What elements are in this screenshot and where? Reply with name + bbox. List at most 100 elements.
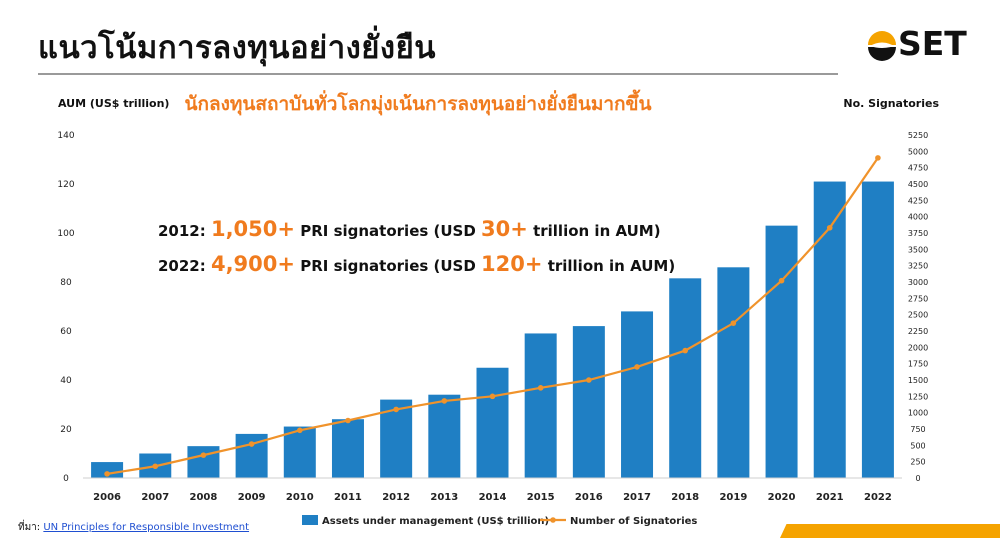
line-point (441, 398, 448, 404)
x-tick-label: 2015 (527, 492, 555, 503)
annotation-text: PRI signatories (USD (295, 257, 481, 275)
bar (572, 326, 605, 478)
x-tick-label: 2019 (719, 492, 747, 503)
right-tick-label: 2750 (908, 294, 928, 303)
x-tick-label: 2020 (768, 492, 796, 503)
legend-label-line: Number of Signatories (570, 516, 697, 527)
left-tick-label: 80 (60, 278, 72, 288)
left-tick-label: 20 (60, 425, 72, 435)
legend-label-bar: Assets under management (US$ trillion) (322, 516, 549, 527)
chart-subtitle: นักลงทุนสถาบันทั่วโลกมุ่งเน้นการลงทุนอย่… (184, 89, 651, 116)
line-point (537, 385, 544, 391)
bar (476, 367, 509, 478)
left-tick-label: 40 (60, 376, 72, 386)
right-tick-label: 4750 (908, 164, 928, 173)
annotation-aum: 120+ (481, 252, 542, 276)
right-tick-label: 500 (910, 441, 925, 450)
title-divider (38, 73, 838, 75)
x-tick-label: 2013 (430, 492, 458, 503)
source-note: ที่มา: UN Principles for Responsible Inv… (18, 520, 249, 535)
annotation-signatories: 1,050+ (211, 217, 295, 241)
x-tick-label: 2016 (575, 492, 603, 503)
bar (621, 311, 654, 478)
annotation-year: 2012: (158, 222, 211, 240)
left-axis-ticks: 0 20 40 60 80 100 120 140 (57, 131, 74, 484)
line-point (393, 406, 399, 413)
line-point (152, 463, 159, 470)
bar (187, 446, 220, 478)
source-prefix: ที่มา: (18, 522, 44, 533)
logo-text: SET (898, 24, 967, 63)
right-tick-label: 1750 (908, 360, 928, 369)
bar (765, 225, 798, 478)
annotation-text: trillion in AUM) (542, 257, 675, 275)
x-tick-label: 2017 (623, 492, 651, 503)
x-axis-ticks: 2006 2007 2008 2009 2010 2011 2012 2013 2014 2015… (93, 492, 892, 503)
bar (813, 181, 846, 479)
bar (524, 333, 557, 478)
line-point (778, 277, 785, 284)
bar (91, 462, 124, 478)
line-point (875, 155, 881, 161)
set-logo-icon (868, 31, 896, 61)
line-point (104, 471, 110, 477)
x-tick-label: 2009 (238, 492, 266, 503)
right-axis-ticks: 0 250 500 750 1000 1250 1500 1750 2000 2250 2500 27… (908, 131, 928, 483)
annotation-line: 2022: 4,900+ PRI signatories (USD 120+ t… (158, 252, 675, 276)
line-point (296, 427, 303, 434)
right-tick-label: 5000 (908, 147, 928, 156)
x-tick-label: 2006 (93, 492, 121, 503)
bar (283, 426, 316, 478)
y-axis-label: AUM (US$ trillion) (58, 97, 169, 110)
bar (428, 394, 461, 478)
annotation-aum: 30+ (481, 217, 528, 241)
annotation-year: 2022: (158, 257, 211, 275)
annotation-text: PRI signatories (USD (295, 222, 481, 240)
right-tick-label: 1500 (908, 376, 928, 385)
left-tick-label: 140 (57, 131, 74, 141)
right-tick-label: 1250 (908, 392, 928, 401)
line-point (634, 364, 640, 370)
set-logo: SET (866, 24, 981, 69)
bar (669, 278, 702, 478)
line-point (826, 224, 833, 231)
x-tick-label: 2012 (382, 492, 410, 503)
right-tick-label: 750 (910, 425, 925, 434)
line-point (489, 393, 496, 400)
right-tick-label: 3500 (908, 245, 928, 254)
right-tick-label: 1000 (908, 409, 928, 418)
right-tick-label: 3250 (908, 262, 928, 271)
y2-axis-label: No. Signatories (843, 97, 939, 110)
legend-swatch-point (550, 517, 556, 523)
annotation-line: 2012: 1,050+ PRI signatories (USD 30+ tr… (158, 217, 661, 241)
right-tick-label: 3000 (908, 278, 928, 287)
bar (717, 267, 750, 478)
right-tick-label: 2000 (908, 343, 928, 352)
annotation-signatories: 4,900+ (211, 252, 295, 276)
right-tick-label: 2500 (908, 311, 928, 320)
x-tick-label: 2011 (334, 492, 362, 503)
page-title: แนวโน้มการลงทุนอย่างยั่งยืน (38, 30, 436, 66)
source-link[interactable]: UN Principles for Responsible Investment (43, 522, 250, 533)
line-point (682, 347, 689, 354)
x-tick-label: 2007 (141, 492, 169, 503)
x-tick-label: 2014 (479, 492, 507, 503)
x-tick-label: 2018 (671, 492, 699, 503)
annotation-text: trillion in AUM) (528, 222, 661, 240)
left-tick-label: 60 (60, 327, 72, 337)
right-tick-label: 5250 (908, 131, 928, 140)
right-tick-label: 4000 (908, 213, 928, 222)
right-tick-label: 2250 (908, 327, 928, 336)
right-tick-label: 250 (910, 458, 925, 467)
line-point (248, 441, 255, 447)
x-tick-label: 2010 (286, 492, 314, 503)
x-tick-label: 2022 (864, 492, 892, 503)
right-tick-label: 4250 (908, 196, 928, 205)
legend: Assets under management (US$ trillion) Nu… (302, 515, 697, 527)
line-point (586, 377, 592, 383)
bar-series (91, 181, 894, 479)
right-tick-label: 3750 (908, 229, 928, 238)
x-tick-label: 2021 (816, 492, 844, 503)
left-tick-label: 100 (57, 229, 74, 239)
line-series (104, 155, 881, 477)
